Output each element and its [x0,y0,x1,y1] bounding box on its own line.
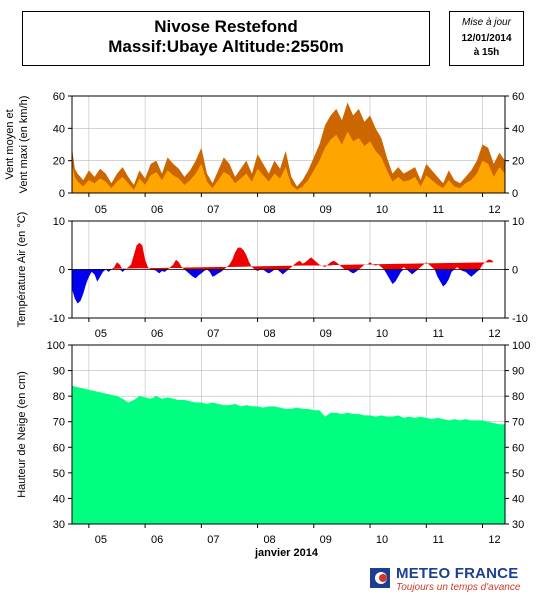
x-tick-label: 07 [207,328,219,340]
x-tick-label: 11 [433,534,444,546]
y-tick-label-right: 30 [512,519,524,531]
snow-depth-area [72,385,505,524]
x-tick-label: 05 [95,328,107,340]
y-tick-label-right: 20 [512,156,524,168]
meteo-france-logo-icon [370,568,390,588]
station-title: Nivose Restefond [154,17,298,36]
x-tick-label: 10 [376,204,388,216]
temperature-positive-area [72,242,494,270]
y-axis-label: Température Air (en °C) [16,212,28,328]
x-tick-label: 12 [488,534,500,546]
y-tick-label-right: 100 [512,340,530,352]
y-axis-label-line2: Vent maxi (en km/h) [18,96,30,194]
y-tick-label-right: 0 [512,265,518,277]
x-tick-label: 11 [433,204,444,216]
panel-frame [71,344,506,525]
x-tick-label: 10 [376,534,388,546]
x-tick-label: 06 [151,328,163,340]
logo-name: METEO FRANCE [396,565,519,582]
x-tick-label: 06 [151,204,163,216]
x-tick-label: 07 [207,204,219,216]
x-tick-label: 08 [263,204,275,216]
x-tick-label: 07 [207,534,219,546]
y-tick-label-left: 90 [53,366,65,378]
x-axis-label: janvier 2014 [254,547,319,559]
x-tick-label: 09 [320,328,332,340]
y-tick-label-left: 0 [59,265,65,277]
y-tick-label-left: 50 [53,468,65,480]
x-tick-label: 10 [376,328,388,340]
y-tick-label-right: 60 [512,91,524,103]
y-tick-label-right: -10 [512,313,528,325]
y-tick-label-right: 50 [512,468,524,480]
y-tick-label-right: 40 [512,493,524,505]
wind-mean-area [72,131,505,193]
y-tick-label-left: 40 [53,493,65,505]
x-tick-label: 06 [151,534,163,546]
y-tick-label-left: 80 [53,391,65,403]
update-box: Mise à jour 12/01/2014 à 15h [449,11,524,66]
x-tick-label: 12 [488,204,500,216]
y-tick-label-left: 60 [53,91,65,103]
y-tick-label-right: 90 [512,366,524,378]
y-tick-label-left: 0 [59,188,65,200]
y-tick-label-left: 30 [53,519,65,531]
x-tick-label: 05 [95,204,107,216]
y-axis-label-line1: Vent moyen et [4,109,16,179]
y-tick-label-right: 60 [512,442,524,454]
x-tick-label: 08 [263,534,275,546]
y-tick-label-left: 70 [53,417,65,429]
y-tick-label-right: 70 [512,417,524,429]
y-tick-label-left: 60 [53,442,65,454]
y-tick-label-right: 0 [512,188,518,200]
x-tick-label: 05 [95,534,107,546]
y-tick-label-right: 40 [512,123,524,135]
y-tick-label-left: 40 [53,123,65,135]
x-tick-label: 09 [320,204,332,216]
update-hour: à 15h [473,47,500,58]
update-label: Mise à jour [462,17,511,28]
update-date: 12/01/2014 [461,33,512,44]
temperature-negative-area [72,269,494,304]
x-tick-label: 09 [320,534,332,546]
x-tick-label: 12 [488,328,500,340]
logo-tagline: Toujours un temps d'avance [396,582,521,593]
y-axis-label: Hauteur de Neige (en cm) [16,371,28,498]
station-subtitle: Massif:Ubaye Altitude:2550m [108,37,344,56]
y-tick-label-left: -10 [49,313,65,325]
panel-frame [71,95,506,194]
y-tick-label-right: 10 [512,216,524,228]
y-tick-label-right: 80 [512,391,524,403]
y-tick-label-left: 10 [53,216,65,228]
meteo-france-logo: METEO FRANCE Toujours un temps d'avance [366,565,536,593]
y-tick-label-left: 20 [53,156,65,168]
x-tick-label: 08 [263,328,275,340]
x-tick-label: 11 [433,328,444,340]
y-tick-label-left: 100 [47,340,65,352]
title-box: Nivose Restefond Massif:Ubaye Altitude:2… [22,11,430,66]
wind-max-area [72,102,505,193]
